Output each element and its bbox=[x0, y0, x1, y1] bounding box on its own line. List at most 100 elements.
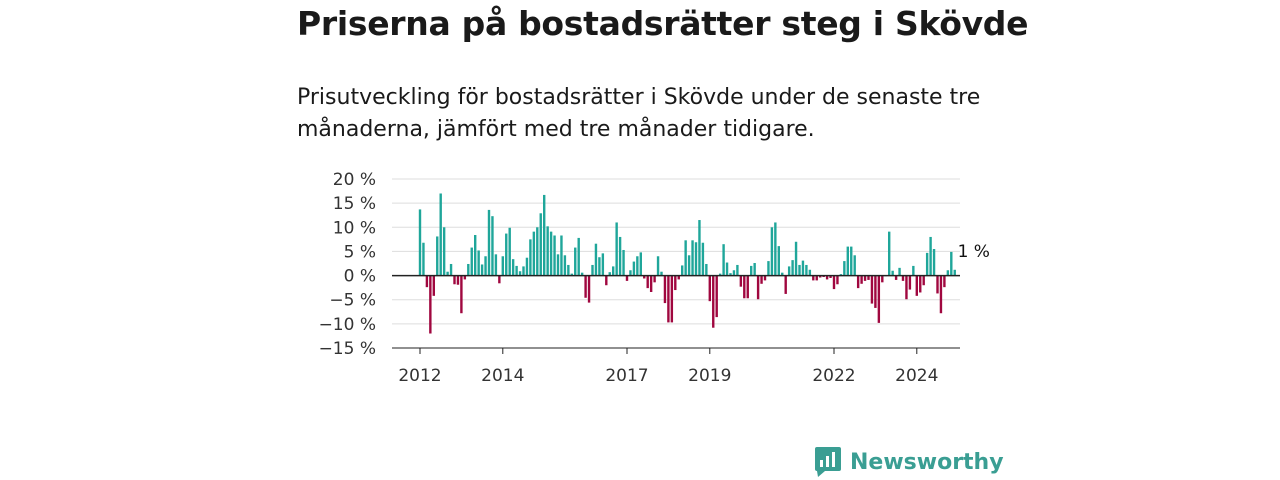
bar bbox=[901, 275, 905, 281]
bar bbox=[518, 271, 522, 276]
bar bbox=[829, 275, 832, 278]
bar bbox=[574, 247, 577, 276]
y-tick-label: 20 % bbox=[333, 170, 376, 190]
bar bbox=[881, 275, 884, 283]
bar bbox=[915, 275, 918, 296]
x-tick-label: 2019 bbox=[688, 366, 731, 386]
bar bbox=[532, 231, 536, 276]
bar bbox=[474, 235, 477, 276]
bar bbox=[943, 275, 946, 288]
bar bbox=[912, 265, 915, 276]
y-tick-label: −5 % bbox=[329, 291, 376, 311]
bar bbox=[511, 259, 515, 276]
bar bbox=[439, 193, 442, 276]
bar bbox=[739, 275, 743, 287]
bar bbox=[560, 235, 563, 276]
bar bbox=[639, 252, 642, 276]
bar bbox=[636, 256, 639, 276]
brand-name: Newsworthy bbox=[850, 449, 1004, 475]
bar bbox=[877, 275, 881, 323]
bar bbox=[905, 275, 908, 300]
bar bbox=[888, 231, 891, 276]
bar bbox=[908, 275, 912, 290]
bar bbox=[684, 240, 687, 276]
bar bbox=[874, 275, 877, 308]
bar bbox=[794, 241, 798, 276]
bar bbox=[625, 275, 629, 281]
bar bbox=[708, 275, 711, 302]
brand-logo: Newsworthy bbox=[814, 446, 1004, 478]
chart-title: Priserna på bostadsrätter steg i Skövde bbox=[297, 4, 1029, 43]
x-tick-label: 2012 bbox=[398, 366, 441, 386]
bar bbox=[587, 275, 591, 303]
bar bbox=[770, 227, 774, 276]
bar bbox=[808, 269, 812, 276]
bar bbox=[539, 213, 542, 276]
bar bbox=[946, 270, 950, 276]
bar bbox=[681, 265, 684, 276]
bar bbox=[725, 262, 729, 276]
bar bbox=[756, 275, 760, 300]
bar bbox=[656, 256, 660, 276]
bar bbox=[781, 272, 784, 276]
bar bbox=[556, 254, 560, 276]
bar bbox=[663, 275, 667, 304]
bar bbox=[615, 222, 618, 276]
bar bbox=[601, 253, 605, 276]
bar bbox=[649, 275, 653, 292]
bar bbox=[832, 275, 836, 290]
bar bbox=[932, 249, 936, 276]
bar bbox=[670, 275, 674, 323]
bar bbox=[701, 242, 705, 276]
bar bbox=[467, 263, 470, 276]
bar bbox=[653, 275, 656, 283]
bar bbox=[543, 194, 546, 276]
bar bbox=[553, 235, 556, 276]
bar bbox=[729, 273, 732, 276]
bar bbox=[850, 246, 853, 276]
bar bbox=[712, 275, 715, 328]
bar bbox=[508, 227, 511, 276]
bar bbox=[836, 275, 839, 285]
x-tick-label: 2022 bbox=[812, 366, 855, 386]
y-tick-label: −15 % bbox=[319, 339, 376, 359]
bar bbox=[867, 275, 870, 280]
bar bbox=[453, 275, 456, 285]
bar bbox=[677, 275, 680, 280]
bar bbox=[632, 261, 636, 276]
bar bbox=[446, 271, 449, 276]
bar bbox=[812, 275, 815, 281]
bar bbox=[898, 267, 901, 276]
bar bbox=[853, 255, 856, 276]
y-tick-label: 10 % bbox=[333, 218, 376, 238]
bar bbox=[460, 275, 463, 314]
bar bbox=[894, 275, 898, 280]
bar bbox=[501, 256, 504, 276]
bar bbox=[787, 266, 791, 276]
bar bbox=[536, 227, 539, 276]
bar bbox=[815, 275, 818, 281]
bar bbox=[784, 275, 787, 294]
bar bbox=[608, 272, 611, 276]
y-tick-label: 5 % bbox=[344, 242, 376, 262]
bar bbox=[477, 250, 480, 276]
bar bbox=[667, 275, 670, 323]
bar bbox=[570, 273, 573, 276]
x-tick-label: 2014 bbox=[481, 366, 524, 386]
bar bbox=[646, 275, 649, 289]
bar bbox=[953, 269, 956, 276]
bar bbox=[798, 264, 801, 276]
bar bbox=[591, 264, 594, 276]
bar bbox=[618, 236, 622, 276]
bar bbox=[936, 275, 939, 294]
chart-subtitle: Prisutveckling för bostadsrätter i Skövd… bbox=[297, 85, 981, 142]
bar bbox=[825, 275, 829, 280]
x-tick-label: 2024 bbox=[895, 366, 938, 386]
bar bbox=[718, 273, 722, 276]
bar bbox=[753, 263, 756, 276]
bar bbox=[463, 275, 467, 280]
bar bbox=[819, 275, 822, 278]
bar bbox=[698, 220, 701, 276]
bar bbox=[732, 270, 736, 276]
bar bbox=[870, 275, 874, 304]
